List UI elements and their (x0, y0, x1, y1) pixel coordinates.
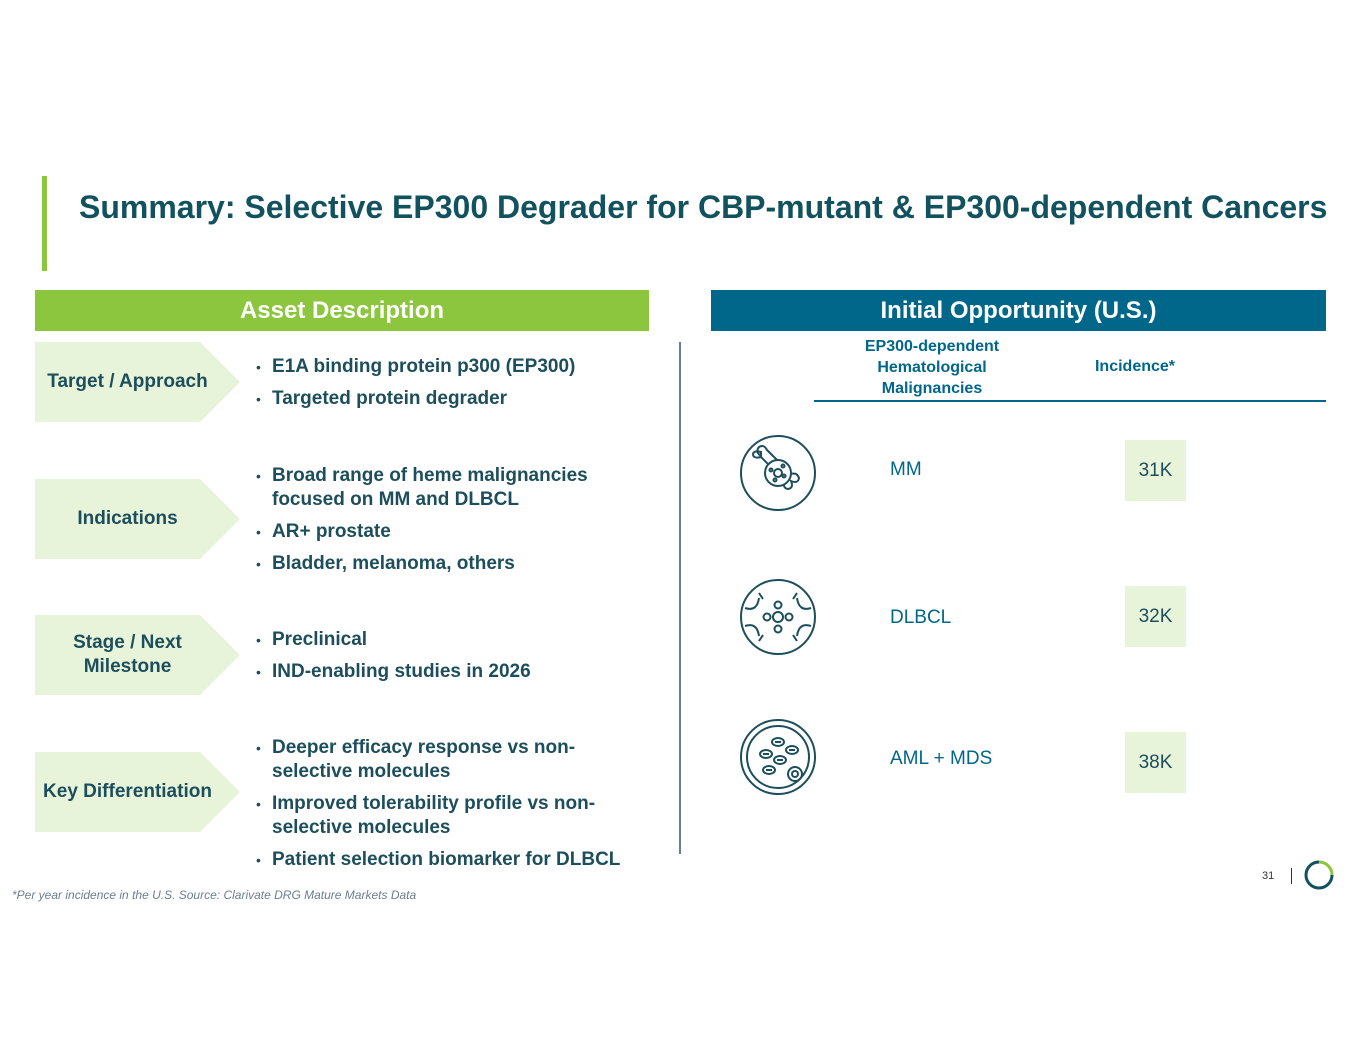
column-header-malignancies: EP300-dependent Hematological Malignanci… (864, 338, 1000, 397)
disease-name-aml-mds: AML + MDS (890, 748, 993, 769)
column-header-incidence: Incidence* (1094, 358, 1176, 375)
row-bullets-target: E1A binding protein p300 (EP300) Targete… (256, 355, 656, 419)
page-separator (1291, 868, 1292, 884)
page-number: 31 (1262, 870, 1275, 882)
incidence-value-aml-mds: 38K (1125, 732, 1186, 793)
disease-name-dlbcl: DLBCL (890, 607, 952, 628)
bullet-item: Patient selection biomarker for DLBCL (256, 848, 636, 872)
row-label-stage: Stage / Next Milestone (35, 615, 240, 695)
lymphoma-cell-icon (740, 579, 816, 655)
bullet-item: E1A binding protein p300 (EP300) (256, 355, 656, 379)
footnote: *Per year incidence in the U.S. Source: … (12, 888, 417, 902)
row-bullets-differentiation: Deeper efficacy response vs non-selectiv… (256, 736, 636, 880)
row-label-target: Target / Approach (35, 342, 240, 422)
bullet-item: Bladder, melanoma, others (256, 552, 626, 576)
bullet-item: AR+ prostate (256, 520, 626, 544)
row-label-differentiation: Key Differentiation (35, 752, 240, 832)
asset-description-header: Asset Description (35, 290, 649, 331)
bullet-item: Deeper efficacy response vs non-selectiv… (256, 736, 636, 784)
disease-name-mm: MM (890, 459, 922, 480)
column-divider (679, 342, 681, 854)
company-logo-icon (1304, 860, 1334, 890)
incidence-value-dlbcl: 32K (1125, 586, 1186, 647)
bullet-item: IND-enabling studies in 2026 (256, 660, 656, 684)
initial-opportunity-header: Initial Opportunity (U.S.) (711, 290, 1326, 331)
bone-cell-icon (740, 435, 816, 511)
blood-cells-icon (740, 719, 816, 795)
bullet-item: Improved tolerability profile vs non-sel… (256, 792, 636, 840)
bullet-item: Broad range of heme malignancies focused… (256, 464, 626, 512)
bullet-item: Targeted protein degrader (256, 387, 656, 411)
title-accent-bar (42, 176, 47, 271)
row-bullets-stage: Preclinical IND-enabling studies in 2026 (256, 628, 656, 692)
row-bullets-indications: Broad range of heme malignancies focused… (256, 464, 626, 584)
bullet-item: Preclinical (256, 628, 656, 652)
row-label-indications: Indications (35, 479, 240, 559)
table-header-rule (814, 400, 1326, 402)
incidence-value-mm: 31K (1125, 440, 1186, 501)
page-title: Summary: Selective EP300 Degrader for CB… (79, 189, 1328, 225)
